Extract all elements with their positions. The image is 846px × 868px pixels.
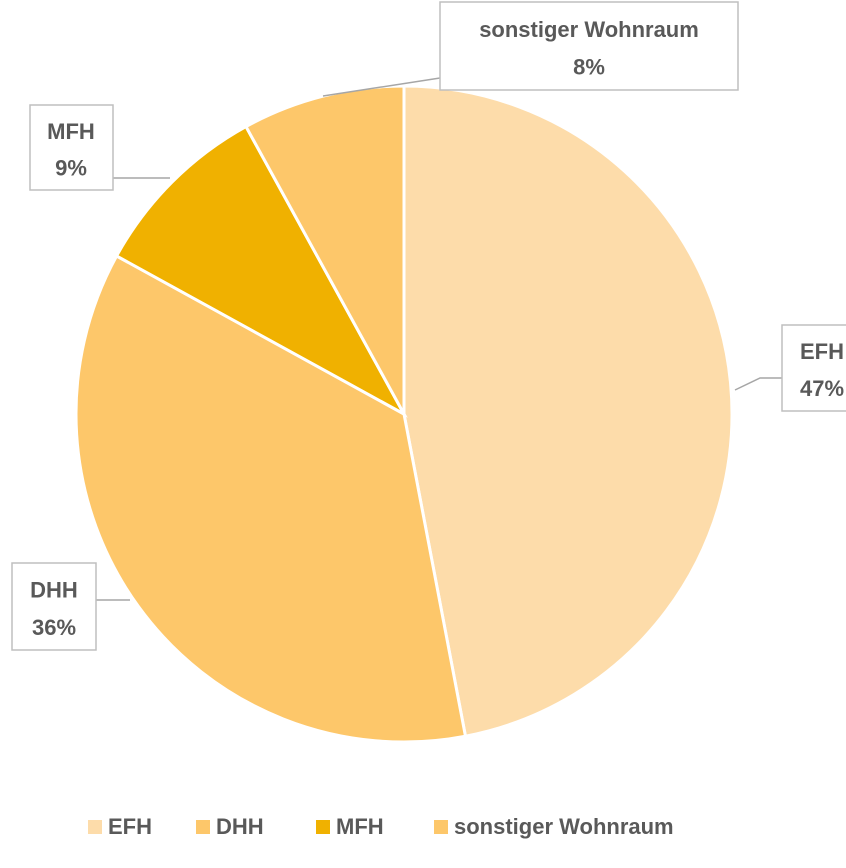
pie-slice: [402, 84, 734, 738]
label-value: 47%: [800, 376, 844, 401]
leader-line: [322, 77, 441, 97]
label-box: [11, 562, 97, 651]
legend-swatch: [316, 820, 330, 834]
pie-slice: [243, 84, 406, 415]
legend-swatch: [434, 820, 448, 834]
label-category: MFH: [47, 119, 95, 144]
label-category: EFH: [800, 339, 844, 364]
label-box: [29, 104, 114, 191]
legend-label: sonstiger Wohnraum: [454, 814, 674, 839]
leader-line: [734, 377, 782, 391]
label-category: DHH: [30, 578, 78, 603]
label-value: 8%: [573, 55, 605, 80]
label-category: sonstiger Wohnraum: [479, 17, 699, 42]
legend-label: MFH: [336, 814, 384, 839]
legend-label: DHH: [216, 814, 264, 839]
label-box: [439, 1, 739, 91]
pie-slice: [74, 253, 468, 744]
pie-slice: [114, 124, 408, 418]
legend-swatch: [88, 820, 102, 834]
legend-swatch: [196, 820, 210, 834]
label-box: [781, 324, 846, 412]
label-value: 36%: [32, 615, 76, 640]
legend-label: EFH: [108, 814, 152, 839]
label-value: 9%: [55, 155, 87, 180]
